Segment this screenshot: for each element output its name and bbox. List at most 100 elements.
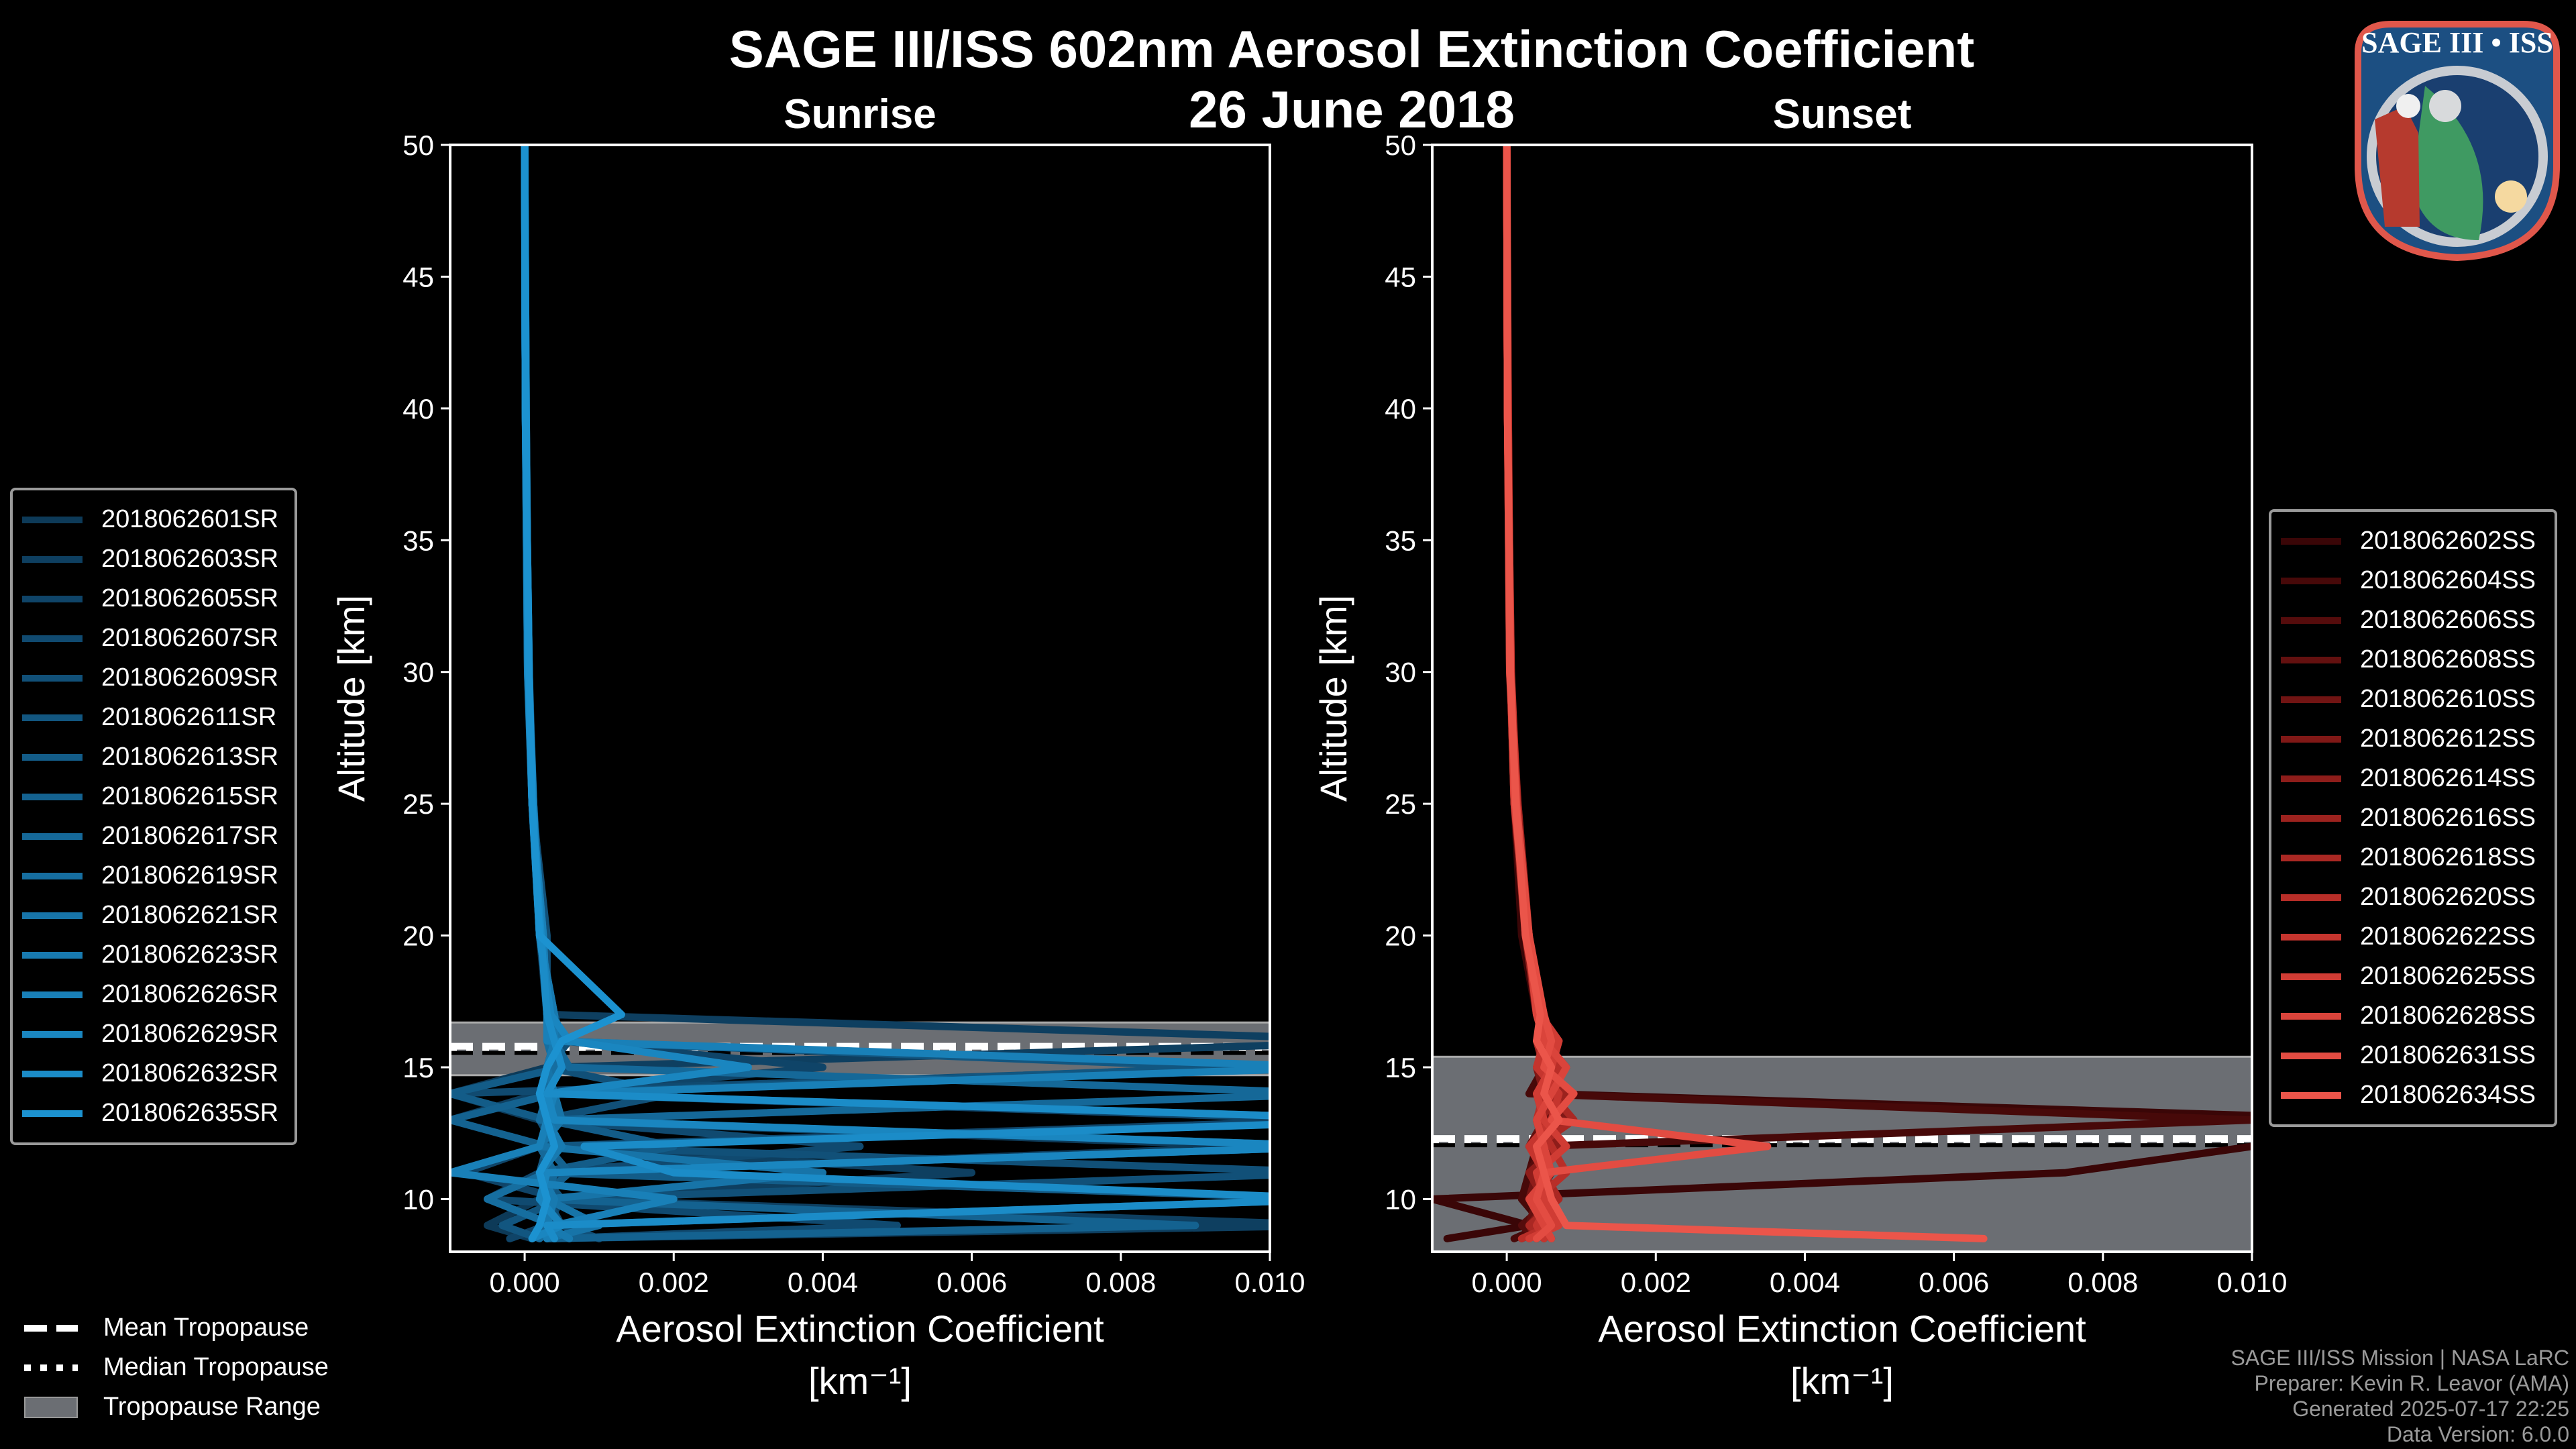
legend-line-swatch <box>22 516 83 523</box>
legend-label: 2018062629SR <box>101 1020 279 1048</box>
legend-item: 2018062607SR <box>13 619 294 658</box>
y-tick-label: 10 <box>1385 1183 1416 1215</box>
legend-item: 2018062613SR <box>13 737 294 777</box>
legend-label: 2018062616SS <box>2360 804 2536 832</box>
legend-item: 2018062623SR <box>13 935 294 975</box>
svg-text:SAGE III • ISS: SAGE III • ISS <box>2361 26 2553 59</box>
legend-line-swatch <box>22 753 83 761</box>
footer-credits: SAGE III/ISS Mission | NASA LaRC Prepare… <box>2231 1345 2569 1447</box>
legend-label: Median Tropopause <box>103 1353 329 1381</box>
legend-label: 2018062628SS <box>2360 1002 2536 1030</box>
legend-label: 2018062623SR <box>101 941 279 969</box>
legend-label: 2018062605SR <box>101 584 279 612</box>
legend-label: 2018062617SR <box>101 822 279 850</box>
legend-line-swatch <box>22 991 83 998</box>
legend-label: 2018062626SR <box>101 980 279 1008</box>
legend-line-swatch <box>22 635 83 642</box>
legend-label: Mean Tropopause <box>103 1313 309 1342</box>
legend-label: Tropopause Range <box>103 1393 321 1421</box>
legend-line-swatch <box>2281 696 2341 703</box>
y-tick-label: 10 <box>402 1183 434 1215</box>
y-tick-label: 20 <box>1385 920 1416 952</box>
footer-preparer: Preparer: Kevin R. Leavor (AMA) <box>2254 1371 2570 1395</box>
legend-label: 2018062615SR <box>101 782 279 810</box>
legend-label: 2018062609SR <box>101 663 279 692</box>
y-axis-label: Altitude [km] <box>1312 595 1354 802</box>
sunset-legend: 2018062602SS 2018062604SS 2018062606SS 2018… <box>2269 509 2557 1127</box>
legend-line-swatch <box>2281 933 2341 941</box>
legend-label: 2018062602SS <box>2360 527 2536 555</box>
x-axis-label: Aerosol Extinction Coefficient <box>616 1307 1104 1350</box>
tropopause-legend: Mean Tropopause Median Tropopause Tropop… <box>24 1308 329 1427</box>
legend-item: 2018062626SR <box>13 975 294 1014</box>
legend-label: 2018062619SR <box>101 861 279 890</box>
legend-line-swatch <box>22 912 83 919</box>
legend-label: 2018062608SS <box>2360 645 2536 674</box>
legend-line-swatch <box>22 793 83 800</box>
y-tick-label: 50 <box>402 129 434 161</box>
legend-line-swatch <box>22 1030 83 1038</box>
legend-line-swatch <box>2281 1012 2341 1020</box>
x-axis-unit: [km⁻¹] <box>808 1360 912 1402</box>
legend-line-swatch <box>2281 537 2341 545</box>
legend-line-swatch <box>2281 577 2341 584</box>
chart-date: 26 June 2018 <box>1189 80 1515 139</box>
sage-iii-iss-mission-patch-logo: SAGE III • ISS <box>2355 21 2560 262</box>
sunrise-subtitle: Sunrise <box>784 91 936 138</box>
legend-label: 2018062632SR <box>101 1059 279 1087</box>
legend-item: 2018062634SS <box>2271 1075 2555 1115</box>
x-tick-label: 0.000 <box>1472 1267 1542 1298</box>
legend-line-swatch <box>22 951 83 959</box>
sunrise-axes-frame <box>449 144 1271 1253</box>
x-tick-label: 0.006 <box>936 1267 1007 1298</box>
legend-label: 2018062631SS <box>2360 1041 2536 1069</box>
legend-item: 2018062606SS <box>2271 600 2555 640</box>
legend-label: 2018062618SS <box>2360 843 2536 871</box>
legend-label: 2018062610SS <box>2360 685 2536 713</box>
x-tick-label: 0.008 <box>2068 1267 2138 1298</box>
legend-label: 2018062606SS <box>2360 606 2536 634</box>
sunset-axes-frame <box>1431 144 2253 1253</box>
y-tick-label: 25 <box>402 788 434 820</box>
legend-line-swatch <box>22 674 83 682</box>
y-tick-label: 15 <box>1385 1052 1416 1083</box>
legend-item: 2018062601SR <box>13 500 294 539</box>
legend-line-swatch <box>22 1070 83 1077</box>
x-tick-label: 0.002 <box>639 1267 709 1298</box>
sunrise-plot-area <box>450 145 1270 1242</box>
legend-item: 2018062610SS <box>2271 680 2555 719</box>
legend-label: 2018062611SR <box>101 703 277 731</box>
legend-item: 2018062617SR <box>13 816 294 856</box>
x-axis-label: Aerosol Extinction Coefficient <box>1598 1307 2086 1350</box>
legend-label: 2018062604SS <box>2360 566 2536 594</box>
y-tick-label: 30 <box>1385 657 1416 688</box>
legend-label: 2018062603SR <box>101 545 279 573</box>
footer-generated: Generated 2025-07-17 22:25 <box>2292 1397 2569 1421</box>
legend-label: 2018062612SS <box>2360 724 2536 753</box>
legend-line-swatch <box>2281 973 2341 980</box>
x-tick-label: 0.008 <box>1085 1267 1156 1298</box>
legend-item: 2018062619SR <box>13 856 294 896</box>
legend-line-swatch <box>22 595 83 602</box>
legend-line-swatch <box>22 714 83 721</box>
y-tick-label: 15 <box>402 1052 434 1083</box>
y-tick-label: 35 <box>1385 525 1416 556</box>
legend-line-swatch <box>2281 1052 2341 1059</box>
legend-item: 2018062621SR <box>13 896 294 935</box>
legend-label: 2018062635SR <box>101 1099 279 1127</box>
legend-item: 2018062632SR <box>13 1054 294 1093</box>
legend-item: 2018062612SS <box>2271 719 2555 759</box>
legend-line-swatch <box>2281 735 2341 743</box>
legend-item: 2018062614SS <box>2271 759 2555 798</box>
sunrise-legend: 2018062601SR 2018062603SR 2018062605SR 2018… <box>10 488 297 1145</box>
y-tick-label: 45 <box>402 261 434 292</box>
sunset-subtitle: Sunset <box>1772 91 1912 138</box>
legend-line-swatch <box>2281 1091 2341 1099</box>
legend-item: 2018062618SS <box>2271 838 2555 877</box>
legend-line-swatch <box>2281 656 2341 663</box>
x-tick-label: 0.000 <box>490 1267 560 1298</box>
sunset-plot-area <box>1432 145 2252 1252</box>
legend-label: 2018062601SR <box>101 505 279 533</box>
legend-label: 2018062622SS <box>2360 922 2536 951</box>
